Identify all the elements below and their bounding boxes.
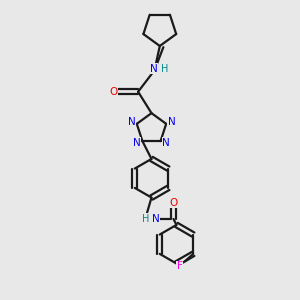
Text: N: N	[128, 117, 135, 127]
Text: N: N	[162, 138, 170, 148]
Text: F: F	[177, 261, 183, 272]
Text: O: O	[110, 87, 118, 97]
Text: N: N	[168, 117, 176, 127]
Text: H: H	[142, 214, 149, 224]
Text: N: N	[150, 64, 158, 74]
Text: H: H	[161, 64, 169, 74]
Text: O: O	[169, 198, 178, 208]
Text: N: N	[152, 214, 160, 224]
Text: N: N	[133, 138, 141, 148]
